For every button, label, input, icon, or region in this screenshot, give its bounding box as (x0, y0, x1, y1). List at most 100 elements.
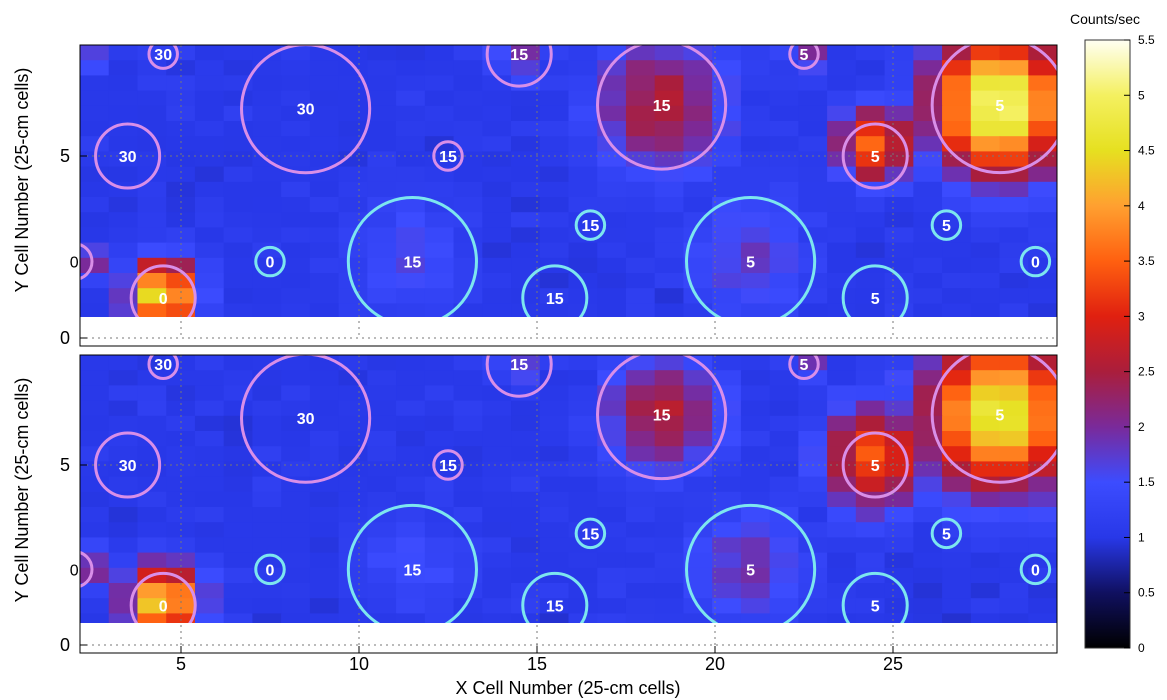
heatmap-cell (194, 613, 225, 623)
heatmap-cell (281, 355, 311, 371)
heatmap-cell (539, 288, 570, 304)
heatmap-cell (712, 461, 742, 478)
heatmap-cell (855, 45, 886, 61)
source-circles-top (80, 45, 1057, 317)
heatmap-cell (511, 212, 541, 228)
heatmap-cell (654, 257, 685, 274)
heatmap-cell (309, 491, 340, 508)
heatmap-cell (194, 60, 225, 76)
heatmap-cell (453, 181, 483, 198)
heatmap-cell (970, 507, 1001, 523)
heatmap-cell (223, 567, 254, 584)
circle-label: 0 (1031, 255, 1040, 272)
heatmap-cell (80, 400, 110, 417)
heatmap-cell (482, 303, 512, 317)
heatmap-cell (511, 461, 541, 478)
heatmap-cell (884, 507, 914, 523)
heatmap-cell (683, 166, 713, 183)
heatmap-cell (970, 400, 1001, 417)
heatmap-cell (108, 105, 139, 122)
heatmap-cell (625, 583, 656, 599)
heatmap-cell (884, 370, 914, 386)
heatmap-cell (137, 552, 167, 569)
heatmap-cell (798, 60, 828, 76)
circle-label: 5 (746, 562, 755, 579)
heatmap-cell (482, 151, 512, 168)
heatmap-cell (913, 90, 943, 107)
heatmap-cell (798, 400, 828, 417)
heatmap-cell (855, 166, 886, 183)
heatmap-cell (769, 242, 799, 259)
heatmap-cell (568, 60, 598, 76)
heatmap-cell (539, 90, 570, 107)
heatmap-cell (223, 90, 254, 107)
heatmap-cell (712, 166, 742, 183)
heatmap-cell (884, 598, 914, 614)
heatmap-cell (511, 415, 541, 432)
heatmap-cell (740, 242, 771, 259)
heatmap-cell (970, 491, 1001, 508)
heatmap-cell (539, 476, 570, 493)
circle-label: 5 (871, 291, 880, 308)
heatmap-cell (80, 431, 110, 447)
heatmap-cell (1028, 288, 1057, 304)
heatmap-cell (166, 613, 196, 623)
heatmap-cell (654, 476, 685, 493)
heatmap-cell (913, 105, 943, 122)
heatmap-cell (424, 537, 455, 554)
heatmap-cell (855, 212, 886, 228)
heatmap-cell (970, 273, 1001, 289)
heatmap-cell (970, 355, 1001, 371)
heatmap-cell (597, 537, 627, 554)
heatmap-cell (80, 60, 110, 76)
heatmap-cell (511, 355, 541, 371)
heatmap-cell (511, 227, 541, 244)
heatmap-cell (913, 415, 943, 432)
heatmap-cell (827, 431, 857, 447)
heatmap-cell (137, 431, 167, 447)
heatmap-cell (740, 583, 771, 599)
heatmap-cell (625, 121, 656, 137)
heatmap-cell (424, 355, 455, 371)
heatmap-cell (223, 537, 254, 554)
heatmap-cell (654, 400, 685, 417)
heatmap-cell (108, 446, 139, 462)
heatmap-cell (338, 355, 368, 371)
heatmap-cell (827, 257, 857, 274)
heatmap-cell (769, 75, 799, 92)
heatmap-cell (625, 166, 656, 183)
heatmap-cell (568, 385, 598, 402)
heatmap-cell (252, 181, 282, 198)
heatmap-cell (999, 212, 1029, 228)
heatmap-cell (367, 613, 397, 623)
heatmap-cell (568, 400, 598, 417)
colorbar-tick-label: 5 (1138, 88, 1145, 102)
heatmap-cell (511, 370, 541, 386)
heatmap-cell (166, 90, 196, 107)
heatmap-cell (511, 273, 541, 289)
heatmap-cell (137, 370, 167, 386)
heatmap-cell (683, 242, 713, 259)
heatmap-cell (625, 45, 656, 61)
heatmap-cell (367, 227, 397, 244)
source-circle (841, 431, 909, 499)
heatmap-cell (740, 522, 771, 538)
heatmap-cell (281, 121, 311, 137)
heatmap-cell (424, 242, 455, 259)
heatmap-cell (367, 242, 397, 259)
heatmap-cell (827, 385, 857, 402)
heatmap-cell (712, 522, 742, 538)
heatmap-cell (827, 136, 857, 152)
heatmap-cell (913, 151, 943, 168)
heatmap-cell (855, 370, 886, 386)
heatmap-cell (683, 431, 713, 447)
heatmap-cell (740, 288, 771, 304)
heatmap-cell (166, 476, 196, 493)
heatmap-cell (654, 537, 685, 554)
colorbar-ticks: 0 0.5 1 1.5 2 2.5 3 3.5 4 4.5 5 5.5 (1124, 33, 1155, 655)
heatmap-cell (396, 303, 426, 317)
heatmap-cell (367, 181, 397, 198)
heatmap-cell (999, 288, 1029, 304)
heatmap-cell (396, 45, 426, 61)
